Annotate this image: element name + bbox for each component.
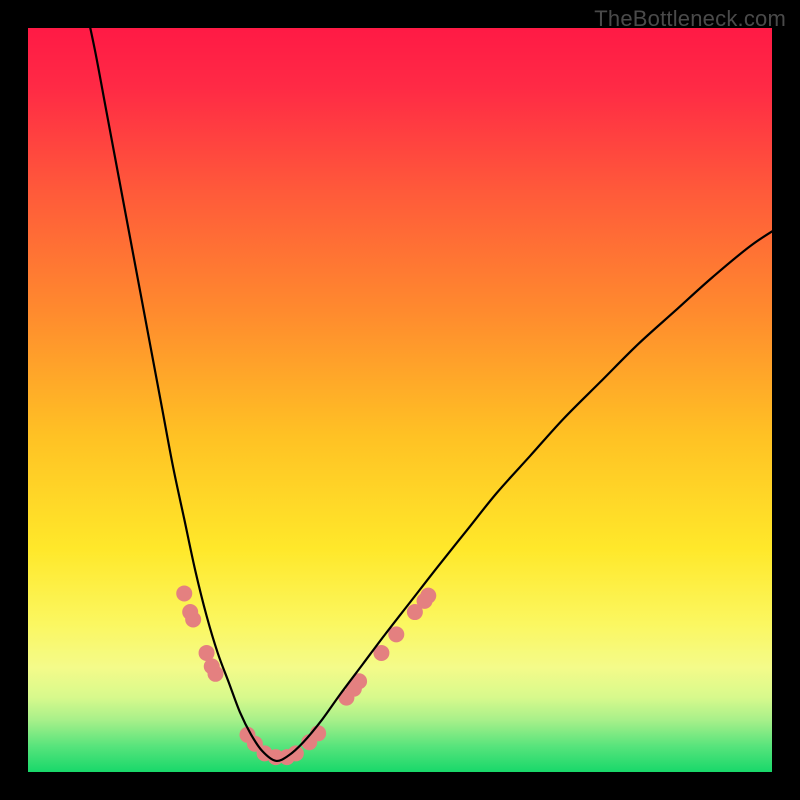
curve-marker xyxy=(185,611,201,627)
bottleneck-chart: TheBottleneck.com xyxy=(0,0,800,800)
curve-marker xyxy=(420,588,436,604)
plot-background xyxy=(28,28,772,772)
curve-marker xyxy=(207,666,223,682)
curve-marker xyxy=(176,585,192,601)
chart-canvas xyxy=(0,0,800,800)
